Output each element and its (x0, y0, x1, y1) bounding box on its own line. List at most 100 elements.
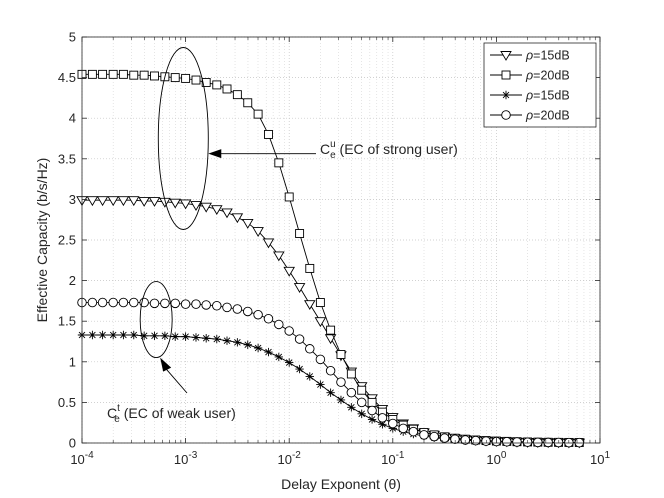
data-point (118, 297, 129, 308)
data-point (149, 298, 160, 309)
data-point (129, 330, 138, 340)
y-tick-label: 4 (69, 111, 76, 126)
data-point (388, 418, 398, 429)
x-tick-label: 10-1 (381, 450, 405, 467)
data-point (357, 409, 366, 418)
legend-label: ρ=15dB (525, 49, 570, 63)
data-point (274, 319, 284, 330)
data-point (314, 317, 327, 328)
data-point (212, 301, 222, 311)
data-point (96, 196, 109, 207)
data-point (294, 334, 305, 344)
y-tick-label: 4.5 (58, 70, 76, 85)
data-point (170, 298, 180, 309)
data-point (264, 347, 273, 357)
data-point (98, 69, 108, 79)
data-point (367, 415, 377, 424)
data-point (357, 385, 367, 395)
data-point (170, 73, 180, 83)
data-point (129, 70, 139, 80)
data-point (336, 350, 346, 359)
legend-entry: ρ=15dB (490, 89, 570, 103)
y-tick-label: 5 (69, 30, 76, 45)
series-circle (77, 297, 585, 448)
data-point (243, 98, 253, 108)
data-point (87, 297, 98, 308)
data-point (284, 326, 294, 336)
data-point (212, 80, 222, 90)
weak-user-ellipse (139, 281, 173, 359)
weak-user-annotation: Ct e (EC of weak user) (107, 403, 236, 425)
data-point (356, 397, 367, 408)
data-point (253, 109, 263, 119)
data-point (285, 358, 294, 367)
data-point (241, 218, 254, 229)
data-point (315, 354, 326, 365)
data-point (295, 364, 304, 374)
data-point (222, 302, 232, 313)
data-point (169, 198, 182, 209)
legend-entry: ρ=20dB (490, 109, 570, 123)
data-point (274, 158, 284, 168)
data-point (450, 434, 460, 444)
data-point (303, 300, 316, 311)
data-point (242, 306, 253, 317)
data-point (243, 340, 252, 349)
data-point (470, 435, 481, 446)
data-point (191, 333, 201, 342)
data-point (388, 424, 397, 433)
data-point (212, 334, 221, 344)
data-point (378, 420, 387, 429)
data-point (231, 213, 244, 224)
x-tick-label: 10-3 (174, 450, 198, 467)
legend-marker (501, 110, 511, 120)
data-point (201, 334, 211, 343)
data-point (263, 314, 274, 324)
data-point (200, 202, 212, 213)
legend-marker (501, 90, 511, 100)
legend-label: ρ=20dB (525, 69, 570, 83)
data-point (201, 300, 211, 310)
data-point (233, 338, 242, 347)
data-point (295, 229, 305, 238)
data-point (179, 199, 192, 210)
data-point (180, 299, 191, 309)
data-point (221, 208, 233, 219)
data-point (150, 331, 159, 341)
data-point (117, 196, 130, 207)
data-point (252, 227, 264, 237)
legend-marker (501, 70, 511, 80)
y-axis-label: Effective Capacity (b/s/Hz) (34, 158, 50, 323)
data-point (543, 437, 553, 448)
data-point (284, 192, 294, 202)
data-point (460, 435, 471, 445)
y-tick-label: 0.5 (58, 395, 76, 410)
data-point (325, 365, 336, 376)
data-point (108, 69, 118, 79)
data-point (97, 297, 108, 308)
y-tick-label: 1 (69, 354, 76, 369)
data-point (119, 330, 128, 340)
x-axis-label: Delay Exponent (θ) (281, 476, 401, 492)
x-tick-label: 10-2 (278, 450, 302, 467)
data-point (262, 238, 275, 249)
data-point (273, 251, 285, 262)
data-point (367, 397, 377, 407)
strong-user-arrowhead (208, 149, 222, 159)
weak-user-arrow (162, 365, 188, 394)
legend: ρ=15dB ρ=20dB ρ=15dB ρ=20dB (483, 42, 597, 128)
legend-label: ρ=20dB (525, 109, 570, 123)
data-point (419, 430, 429, 440)
y-tick-label: 2.5 (58, 233, 76, 248)
data-point (336, 377, 346, 387)
y-tick-labels: 0 0.5 1 1.5 2 2.5 3 3.5 4 4.5 5 (58, 30, 76, 451)
strong-user-ellipse (157, 47, 209, 230)
annotations: Cu e (EC of strong user) Ct e (EC of weak u… (107, 47, 458, 425)
data-point (283, 266, 295, 277)
data-point (316, 380, 325, 389)
data-point (326, 325, 336, 335)
y-tick-label: 2 (69, 273, 76, 288)
strong-user-annotation: Cu e (EC of strong user) (320, 139, 458, 161)
data-point (211, 205, 223, 216)
legend-label: ρ=15dB (525, 89, 570, 103)
